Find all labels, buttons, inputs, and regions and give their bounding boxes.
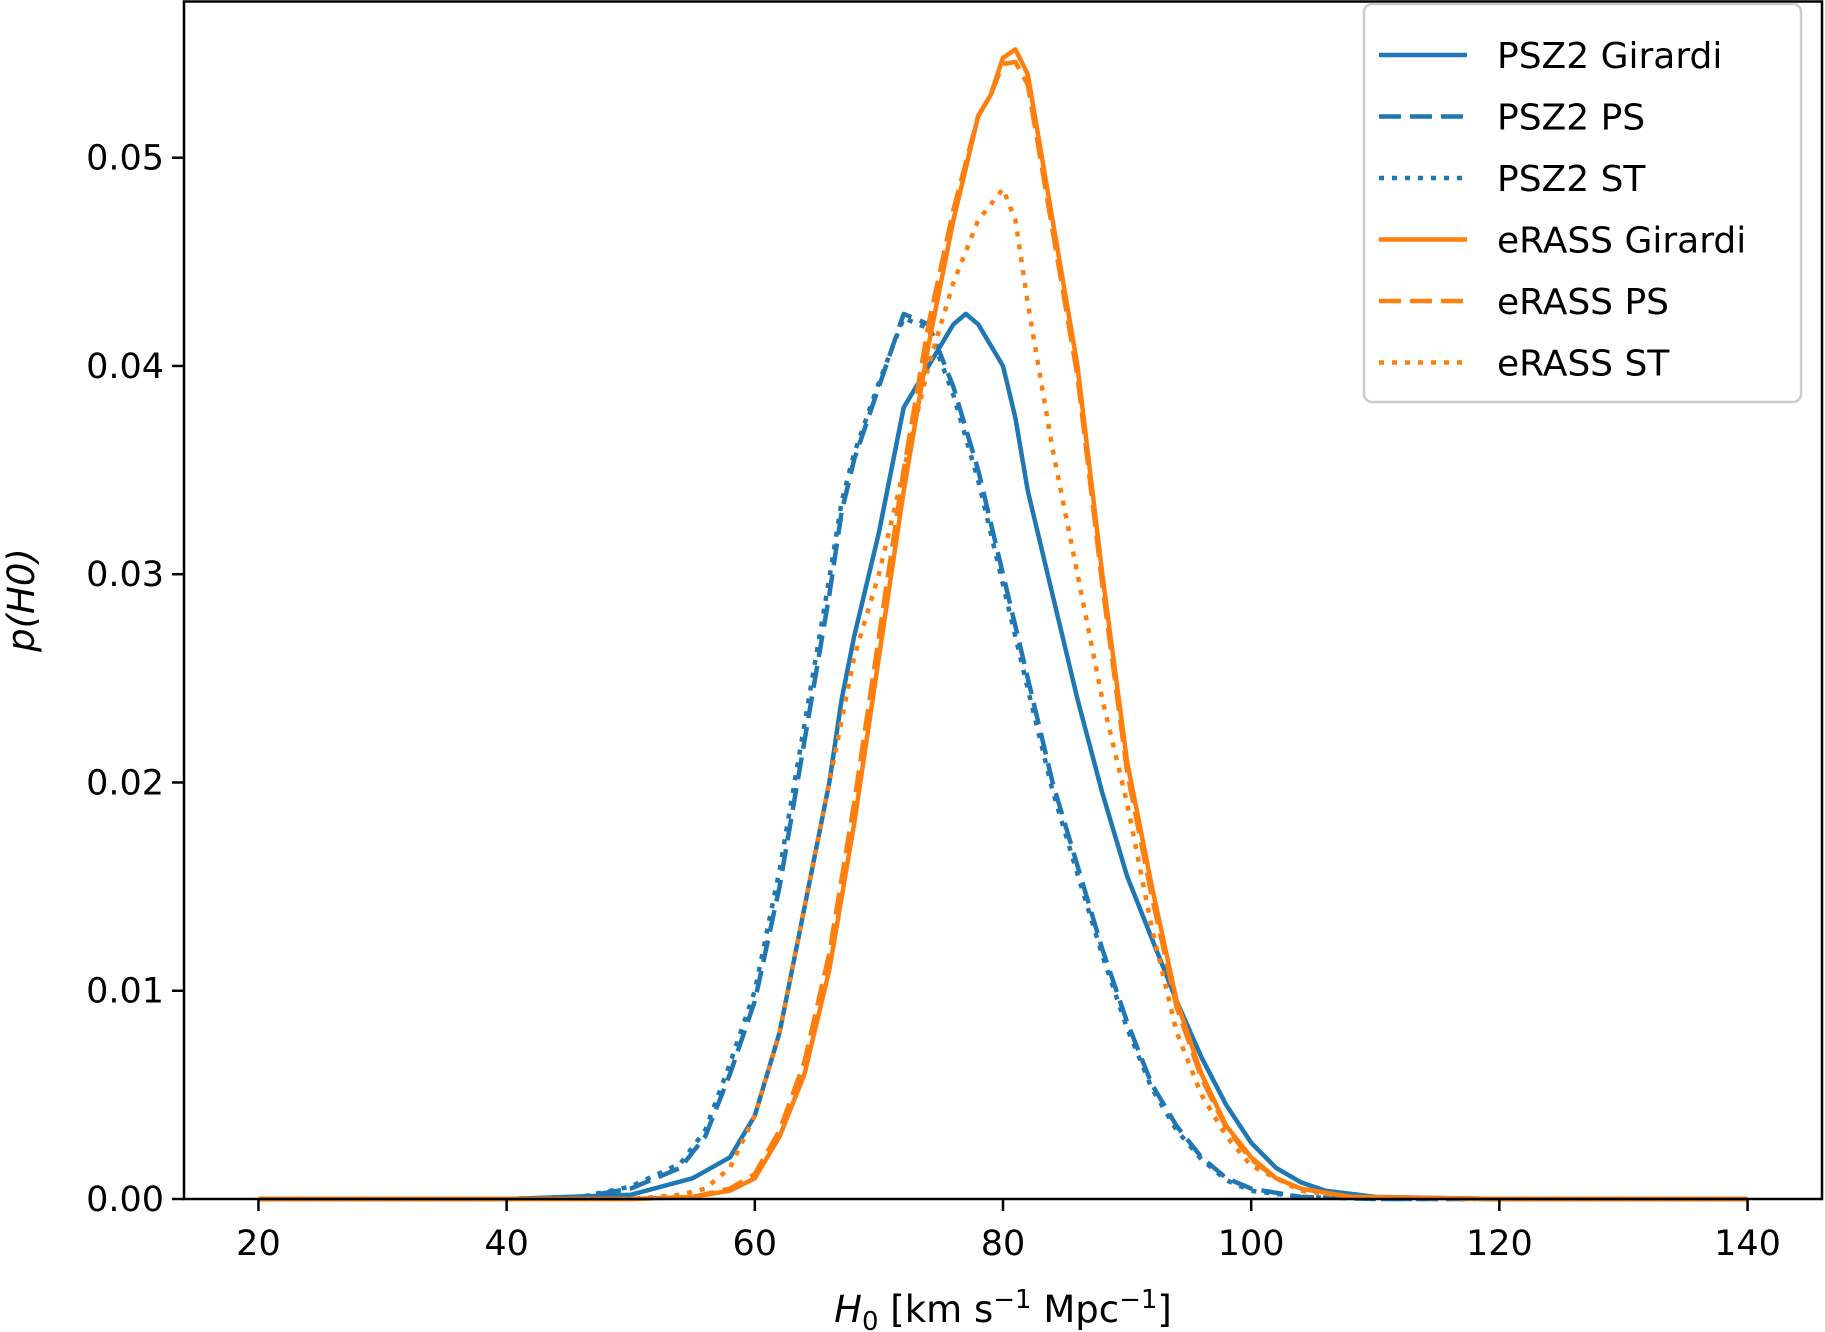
legend-box xyxy=(1362,2,1803,404)
x-axis: 20 40 60 80 100 120 140 xyxy=(236,1199,1781,1264)
x-tick-label: 40 xyxy=(484,1224,529,1264)
x-axis-label: H0 [km s−1 Mpc−1] xyxy=(834,1285,1172,1332)
legend-label: eRASS PS xyxy=(1497,282,1669,323)
legend-label: PSZ2 Girardi xyxy=(1497,36,1722,77)
x-tick-label: 120 xyxy=(1466,1224,1533,1264)
legend: PSZ2 Girardi PSZ2 PS PSZ2 ST eRASS Girardi e… xyxy=(1362,2,1803,404)
y-tick-label: 0.00 xyxy=(86,1180,164,1220)
x-tick-label: 140 xyxy=(1714,1224,1781,1264)
y-tick-label: 0.02 xyxy=(86,763,164,803)
legend-label: PSZ2 ST xyxy=(1497,159,1646,200)
legend-label: eRASS ST xyxy=(1497,344,1670,385)
legend-label: eRASS Girardi xyxy=(1497,221,1746,262)
series-line-erass-st xyxy=(258,186,1748,1202)
x-tick-label: 20 xyxy=(236,1224,281,1264)
y-tick-label: 0.04 xyxy=(86,347,164,387)
y-tick-label: 0.05 xyxy=(86,139,164,179)
x-tick-label: 80 xyxy=(981,1224,1026,1264)
x-tick-label: 60 xyxy=(733,1224,778,1264)
x-tick-label: 100 xyxy=(1218,1224,1285,1264)
y-axis: 0.00 0.01 0.02 0.03 0.04 0.05 xyxy=(86,139,184,1220)
y-axis-label: p(H0) xyxy=(0,548,43,653)
series-line-erass-ps xyxy=(258,59,1748,1202)
legend-label: PSZ2 PS xyxy=(1497,98,1645,139)
series-layer xyxy=(258,47,1748,1202)
series-line-psz2-st xyxy=(258,315,1748,1202)
y-tick-label: 0.01 xyxy=(86,972,164,1012)
series-line-psz2-girardi xyxy=(258,311,1748,1202)
y-tick-label: 0.03 xyxy=(86,555,164,595)
